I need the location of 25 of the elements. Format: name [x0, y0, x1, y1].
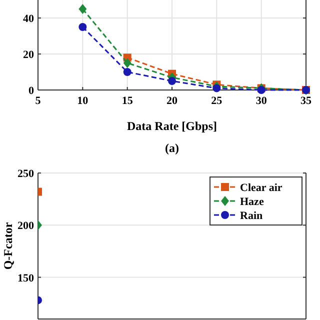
point — [78, 4, 87, 14]
x-tick-label: 30 — [256, 95, 268, 107]
y-tick-label: 200 — [18, 220, 34, 232]
x-tick-label: 10 — [77, 95, 89, 107]
point — [212, 84, 221, 92]
x-tick-label: 5 — [35, 95, 42, 107]
point — [78, 23, 87, 31]
x-tick-label: 15 — [122, 95, 134, 107]
point — [123, 68, 132, 76]
y-tick-label: 40 — [23, 13, 34, 25]
text: (a) — [165, 141, 179, 155]
point — [123, 58, 132, 68]
legend-label: Haze — [240, 196, 264, 208]
y-tick-label: 250 — [18, 168, 34, 180]
point — [168, 77, 176, 85]
y-axis-title: Q-Fcator — [1, 222, 15, 270]
legend-label: Rain — [240, 210, 263, 222]
y-tick-label: 20 — [23, 49, 34, 61]
x-axis-title: Data Rate [Gbps] — [127, 119, 217, 133]
y-tick-label: 150 — [18, 272, 34, 284]
x-tick-label: 25 — [211, 95, 223, 107]
x-tick-label: 20 — [166, 95, 178, 107]
x-tick-label: 35 — [300, 95, 312, 107]
legend-label: Clear air — [240, 182, 282, 194]
y-tick-label: 0 — [28, 85, 34, 97]
